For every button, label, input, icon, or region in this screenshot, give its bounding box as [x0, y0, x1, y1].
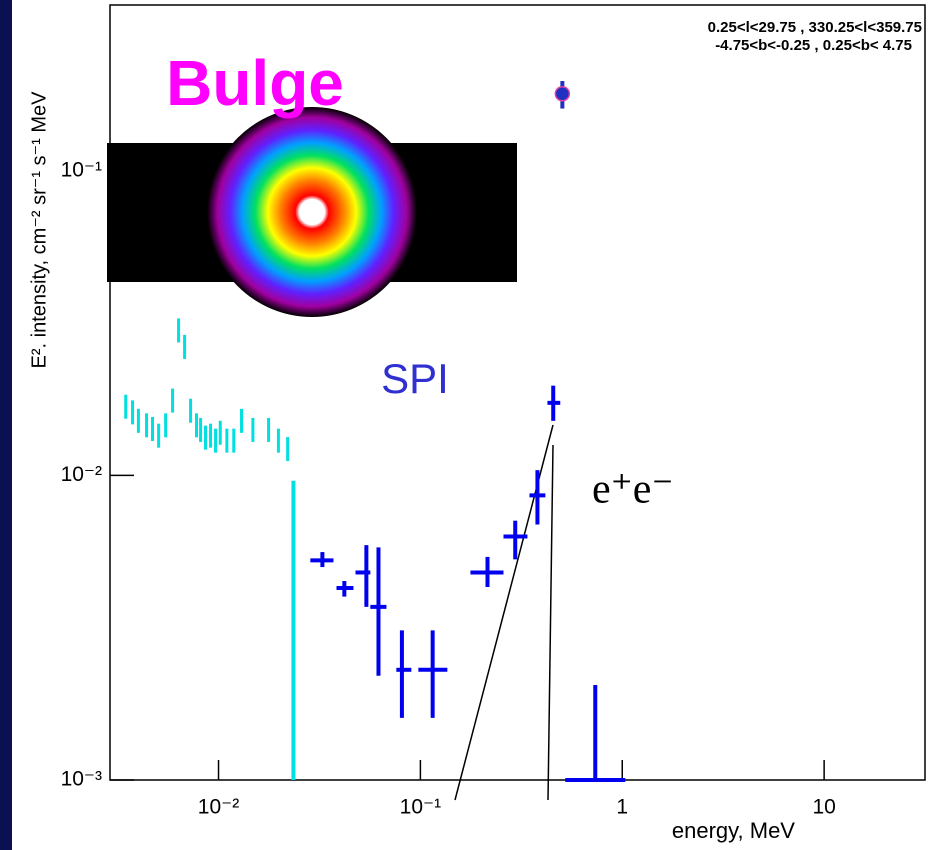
region-label: 0.25<l<29.75 , 330.25<l<359.75	[708, 19, 922, 36]
x-tick-label: 10⁻²	[198, 796, 239, 819]
data-bar	[131, 400, 135, 425]
y-axis-label: E². intensity, cm⁻² sr⁻¹ s⁻¹ MeV	[28, 91, 50, 369]
data-bar	[151, 416, 155, 441]
data-bar	[276, 428, 280, 453]
data-bar	[209, 423, 213, 448]
data-bar	[145, 413, 149, 438]
data-bar	[183, 334, 187, 359]
data-bar	[286, 437, 290, 462]
data-bar	[240, 408, 244, 433]
x-tick-label: 10⁻¹	[400, 796, 441, 819]
spacer	[107, 100, 108, 101]
data-bar	[195, 413, 199, 438]
data-bar	[157, 423, 161, 448]
x-tick-label: 10	[812, 796, 835, 819]
inset-label: Bulge	[166, 47, 344, 119]
marker	[554, 85, 571, 102]
pointer-line	[547, 444, 554, 801]
y-tick-label: 10⁻¹	[61, 158, 102, 181]
data-bar	[189, 398, 193, 423]
region-label: -4.75<b<-0.25 , 0.25<b< 4.75	[715, 37, 912, 54]
data-bar	[232, 428, 236, 453]
plot-area	[110, 81, 825, 782]
data-bar	[251, 417, 255, 442]
data-bar	[267, 417, 271, 442]
plot-frame	[109, 4, 926, 781]
data-bar	[136, 408, 140, 433]
series-label: SPI	[381, 355, 449, 402]
x-tick-label: 1	[616, 796, 628, 819]
y-tick-label: 10⁻³	[61, 768, 102, 791]
bulge-glow	[207, 107, 417, 317]
data-bar	[177, 318, 181, 343]
data-bar	[204, 425, 208, 450]
y-tick-label: 10⁻²	[61, 463, 102, 486]
data-bar	[171, 388, 175, 413]
pair-label: e⁺e⁻	[592, 467, 674, 513]
data-bar	[164, 413, 168, 438]
data-bar	[199, 417, 203, 442]
data-bar	[214, 428, 218, 453]
data-bar	[225, 428, 229, 453]
data-bar	[218, 420, 222, 445]
x-axis-label: energy, MeV	[672, 818, 795, 843]
side-bar	[0, 0, 12, 850]
data-bar	[124, 394, 128, 419]
